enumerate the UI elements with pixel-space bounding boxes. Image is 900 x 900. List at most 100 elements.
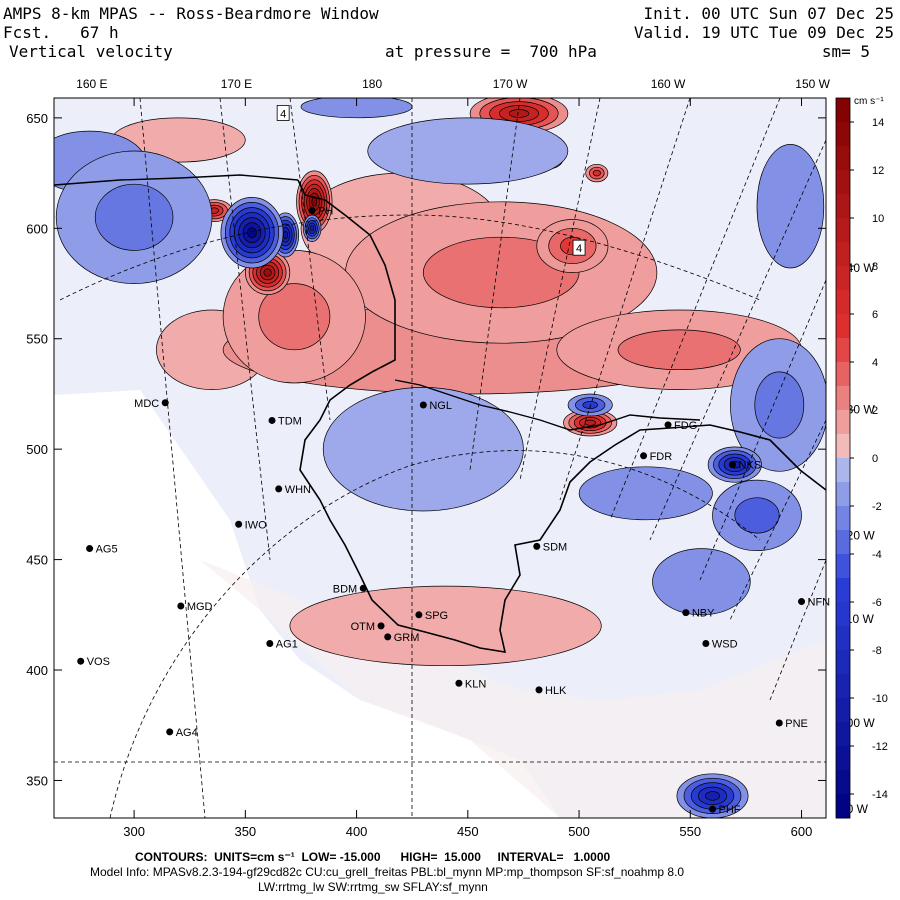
- top-lon-label-3: 170 W: [493, 77, 528, 91]
- station-label-ag4: AG4: [176, 727, 198, 739]
- x-tick-label-500: 500: [568, 824, 590, 839]
- station-dot-ag4: [166, 728, 174, 736]
- colorbar-segment-15: [836, 458, 850, 483]
- colorbar-segment-4: [836, 194, 850, 219]
- colorbar-segment-28: [836, 770, 850, 795]
- meridian-line-0: [139, 98, 206, 818]
- station-dot-iwo: [235, 520, 243, 528]
- meridian-line-4: [519, 98, 601, 481]
- colorbar-segment-17: [836, 506, 850, 531]
- descent-cell-4-0: [756, 144, 825, 269]
- field-layer: [54, 98, 826, 818]
- ascent-cell-6-1: [617, 329, 741, 371]
- station-dot-nby: [682, 609, 690, 617]
- station-label-fdg: FDG: [674, 420, 697, 432]
- footer-contours: CONTOURS: UNITS=cm s⁻¹ LOW= -15.000 HIGH…: [135, 850, 611, 864]
- colorbar-segment-10: [836, 338, 850, 363]
- top-lon-label-4: 160 W: [651, 77, 686, 91]
- station-dot-wsd: [702, 640, 710, 648]
- ascent-cell-7-1: [258, 283, 331, 351]
- station-label-sdm: SDM: [543, 541, 567, 553]
- station-dot-kln: [455, 679, 463, 687]
- station-label-grm: GRM: [394, 632, 420, 644]
- station-label-ngl: NGL: [429, 400, 452, 412]
- colorbar-segment-24: [836, 674, 850, 699]
- colorbar-segment-20: [836, 578, 850, 603]
- station-dot-fdr: [640, 452, 648, 460]
- station-label-nfn: NFN: [808, 597, 831, 609]
- top-lon-label-2: 180: [362, 77, 382, 91]
- station-label-bdm: BDM: [333, 583, 357, 595]
- y-tick-label-550: 550: [26, 332, 48, 347]
- station-label-wsd: WSD: [712, 639, 738, 651]
- colorbar-tick-label-2: 2: [872, 405, 878, 417]
- station-label-kln: KLN: [465, 678, 486, 690]
- northern-coastline: [54, 174, 299, 186]
- colorbar-tick-label--6: -6: [872, 597, 882, 609]
- colorbar-segment-12: [836, 386, 850, 411]
- station-label-ph: PH: [318, 206, 333, 218]
- descent-cell-15-6: [247, 227, 257, 239]
- colorbar-tick-label-10: 10: [872, 213, 884, 225]
- colorbar-segment-19: [836, 554, 850, 579]
- colorbar-tick-label--8: -8: [872, 645, 882, 657]
- colorbar-segment-9: [836, 314, 850, 339]
- colorbar-units-label: cm s⁻¹: [854, 96, 884, 107]
- x-tick-label-400: 400: [346, 824, 368, 839]
- station-label-mdc: MDC: [134, 398, 159, 410]
- colorbar-segment-6: [836, 242, 850, 267]
- y-tick-label-350: 350: [26, 773, 48, 788]
- station-label-nby: NBY: [692, 608, 715, 620]
- colorbar-tick-label-0: 0: [872, 453, 878, 465]
- colorbar-segment-1: [836, 122, 850, 147]
- station-label-hlk: HLK: [545, 685, 567, 697]
- descent-cell-13-4: [705, 791, 720, 801]
- station-label-vos: VOS: [87, 656, 110, 668]
- station-label-tdm: TDM: [278, 415, 302, 427]
- colorbar-tick-label--14: -14: [872, 789, 888, 801]
- ascent-cell-13-4: [508, 109, 530, 118]
- station-dot-ngl: [419, 401, 427, 409]
- latitude-circle-outer: [59, 214, 761, 301]
- ascent-cell-14-5: [263, 268, 272, 277]
- footer-model-info-2: LW:rrtmg_lw SW:rrtmg_sw SFLAY:sf_mynn: [258, 880, 488, 894]
- top-lon-label-5: 150 W: [795, 77, 830, 91]
- station-dot-phf: [709, 805, 717, 813]
- station-label-ag5: AG5: [96, 544, 118, 556]
- descent-cell-1-0: [367, 117, 569, 185]
- header-title: AMPS 8-km MPAS -- Ross-Beardmore Window: [3, 4, 379, 23]
- meridian-line-9: [729, 419, 826, 621]
- meridian-line-2: [289, 98, 331, 421]
- station-label-whn: WHN: [285, 484, 311, 496]
- station-dot-bdm: [359, 584, 367, 592]
- y-tick-label-500: 500: [26, 442, 48, 457]
- header-smooth: sm= 5: [821, 42, 870, 61]
- station-label-otm: OTM: [351, 621, 375, 633]
- station-label-fdr: FDR: [650, 451, 673, 463]
- station-label-mgd: MGD: [187, 601, 213, 613]
- descent-cell-11-4: [309, 225, 315, 232]
- contour-label-0: 4: [280, 108, 286, 120]
- vertical-velocity-chart: 300 350 400 450 500 550 600 350 400 450 500 550 600 6…: [26, 77, 888, 839]
- colorbar-segment-14: [836, 434, 850, 459]
- latitude-circle-inner: [109, 450, 761, 818]
- y-tick-label-400: 400: [26, 663, 48, 678]
- meridian-line-6: [609, 98, 781, 521]
- descent-cell-9-1: [734, 497, 780, 534]
- x-tick-label-300: 300: [123, 824, 145, 839]
- descent-cell-7-1: [94, 183, 174, 251]
- contour-label-box-1: [572, 239, 586, 256]
- header-fcst: Fcst. 67 h: [3, 24, 119, 42]
- meridian-line-7: [649, 139, 826, 541]
- colorbar-segment-16: [836, 482, 850, 507]
- x-tick-label-600: 600: [791, 824, 813, 839]
- colorbar-tick-label-8: 8: [872, 261, 878, 273]
- station-dot-fdg: [664, 421, 672, 429]
- colorbar-segment-2: [836, 146, 850, 171]
- colorbar-tick-label-12: 12: [872, 165, 884, 177]
- colorbar-tick-label--10: -10: [872, 693, 888, 705]
- colorbar-segment-11: [836, 362, 850, 387]
- contour-label-box-0: [276, 105, 290, 121]
- x-tick-label-350: 350: [234, 824, 256, 839]
- station-dot-ag5: [86, 545, 94, 553]
